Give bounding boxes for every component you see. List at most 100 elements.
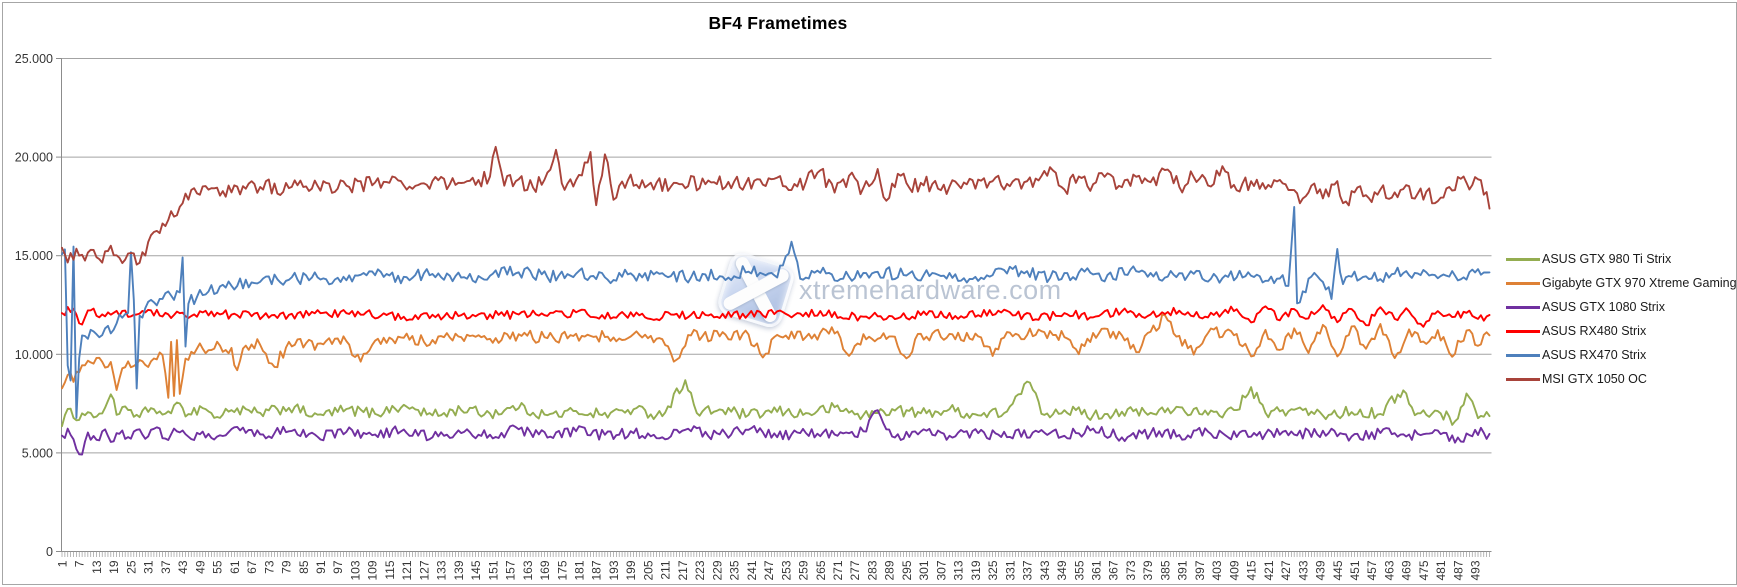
legend-swatch [1506,281,1540,285]
x-tick-label: 97 [331,560,345,574]
x-tick-label: 313 [952,560,966,580]
x-tick-label: 169 [538,560,552,580]
y-tick-label: 5.000 [22,446,53,460]
x-tick-label: 151 [486,560,500,580]
x-tick-label: 457 [1365,560,1379,580]
x-tick-label: 409 [1227,560,1241,580]
x-tick-label: 325 [986,560,1000,580]
x-tick-label: 121 [400,560,414,580]
x-tick-label: 379 [1141,560,1155,580]
x-tick-label: 199 [624,560,638,580]
x-tick-label: 181 [573,560,587,580]
x-tick-label: 43 [176,560,190,574]
series-line-asus-rx470-strix [61,206,1491,419]
legend-item: Gigabyte GTX 970 Xtreme Gaming [1506,271,1736,295]
x-tick-label: 295 [900,560,914,580]
x-tick-label: 253 [779,560,793,580]
x-tick-label: 109 [366,560,380,580]
x-tick-label: 235 [728,560,742,580]
series-line-asus-gtx-1080-strix [61,409,1491,456]
x-tick-label: 469 [1400,560,1414,580]
x-tick-label: 139 [452,560,466,580]
series-line-asus-gtx-980-ti-strix [61,379,1491,428]
y-tick-label: 15.000 [15,249,53,263]
legend-swatch [1506,353,1540,357]
y-tick-label: 20.000 [15,151,53,165]
series-line-asus-rx480-strix [61,304,1491,328]
legend-label: ASUS RX480 Strix [1542,324,1647,338]
x-tick-label: 31 [142,560,156,574]
x-tick-label: 163 [521,560,535,580]
x-tick-label: 367 [1107,560,1121,580]
x-tick-label: 421 [1262,560,1276,580]
x-tick-label: 265 [814,560,828,580]
x-tick-label: 85 [297,560,311,574]
legend-swatch [1506,257,1540,261]
legend-label: MSI GTX 1050 OC [1542,372,1647,386]
x-tick-label: 25 [124,560,138,574]
legend-item: ASUS GTX 980 Ti Strix [1506,247,1736,271]
x-tick-label: 361 [1090,560,1104,580]
x-tick-label: 115 [383,560,397,579]
x-tick-label: 205 [641,560,655,580]
x-tick-label: 385 [1158,560,1172,580]
x-tick-label: 445 [1331,560,1345,580]
x-tick-label: 211 [659,560,673,579]
x-tick-label: 193 [607,560,621,580]
series-lines-layer [61,145,1491,456]
x-tick-label: 451 [1348,560,1362,580]
x-tick-label: 277 [848,560,862,580]
x-tick-label: 175 [555,560,569,580]
x-tick-label: 37 [159,560,173,574]
x-tick-label: 55 [211,560,225,574]
x-tick-label: 427 [1279,560,1293,580]
x-tick-label: 79 [280,560,294,574]
x-tick-label: 349 [1055,560,1069,580]
x-tick-label: 67 [245,560,259,574]
x-tick-label: 331 [1003,560,1017,580]
x-tick-label: 73 [262,560,276,574]
x-tick-label: 7 [73,560,87,567]
x-tick-label: 241 [745,560,759,580]
x-tick-label: 91 [314,560,328,574]
series-line-gigabyte-gtx-970-xtreme-gaming [61,313,1491,399]
legend-item: ASUS RX470 Strix [1506,343,1736,367]
x-tick-label: 19 [107,560,121,574]
x-tick-label: 145 [469,560,483,580]
x-tick-label: 307 [934,560,948,580]
legend: ASUS GTX 980 Ti Strix Gigabyte GTX 970 Xt… [1506,247,1736,391]
x-tick-label: 127 [417,560,431,580]
y-tick-label: 10.000 [15,348,53,362]
x-tick-label: 319 [969,560,983,580]
x-tick-label: 13 [90,560,104,574]
chart-title: BF4 Frametimes [708,13,848,33]
x-tick-label: 487 [1451,560,1465,580]
x-tick-label: 343 [1038,560,1052,580]
x-tick-label: 493 [1469,560,1483,580]
x-tick-label: 1 [56,560,70,567]
x-tick-label: 187 [590,560,604,580]
x-tick-label: 391 [1176,560,1190,580]
x-tick-label: 463 [1382,560,1396,580]
x-tick-label: 157 [504,560,518,580]
x-tick-label: 397 [1193,560,1207,580]
x-tick-label: 439 [1314,560,1328,580]
legend-swatch [1506,329,1540,333]
x-tick-label: 133 [435,560,449,580]
x-tick-label: 373 [1124,560,1138,580]
x-tick-label: 247 [762,560,776,580]
legend-item: ASUS GTX 1080 Strix [1506,295,1736,319]
x-tick-label: 403 [1210,560,1224,580]
x-tick-label: 301 [917,560,931,580]
legend-label: ASUS GTX 1080 Strix [1542,300,1665,314]
x-tick-label: 415 [1245,560,1259,580]
series-line-msi-gtx-1050-oc [61,145,1491,266]
x-tick-label: 475 [1417,560,1431,580]
x-tick-label: 61 [228,560,242,574]
x-tick-label: 217 [676,560,690,580]
legend-swatch [1506,377,1540,381]
x-tick-label: 103 [348,560,362,580]
legend-swatch [1506,305,1540,309]
x-tick-label: 271 [831,560,845,580]
